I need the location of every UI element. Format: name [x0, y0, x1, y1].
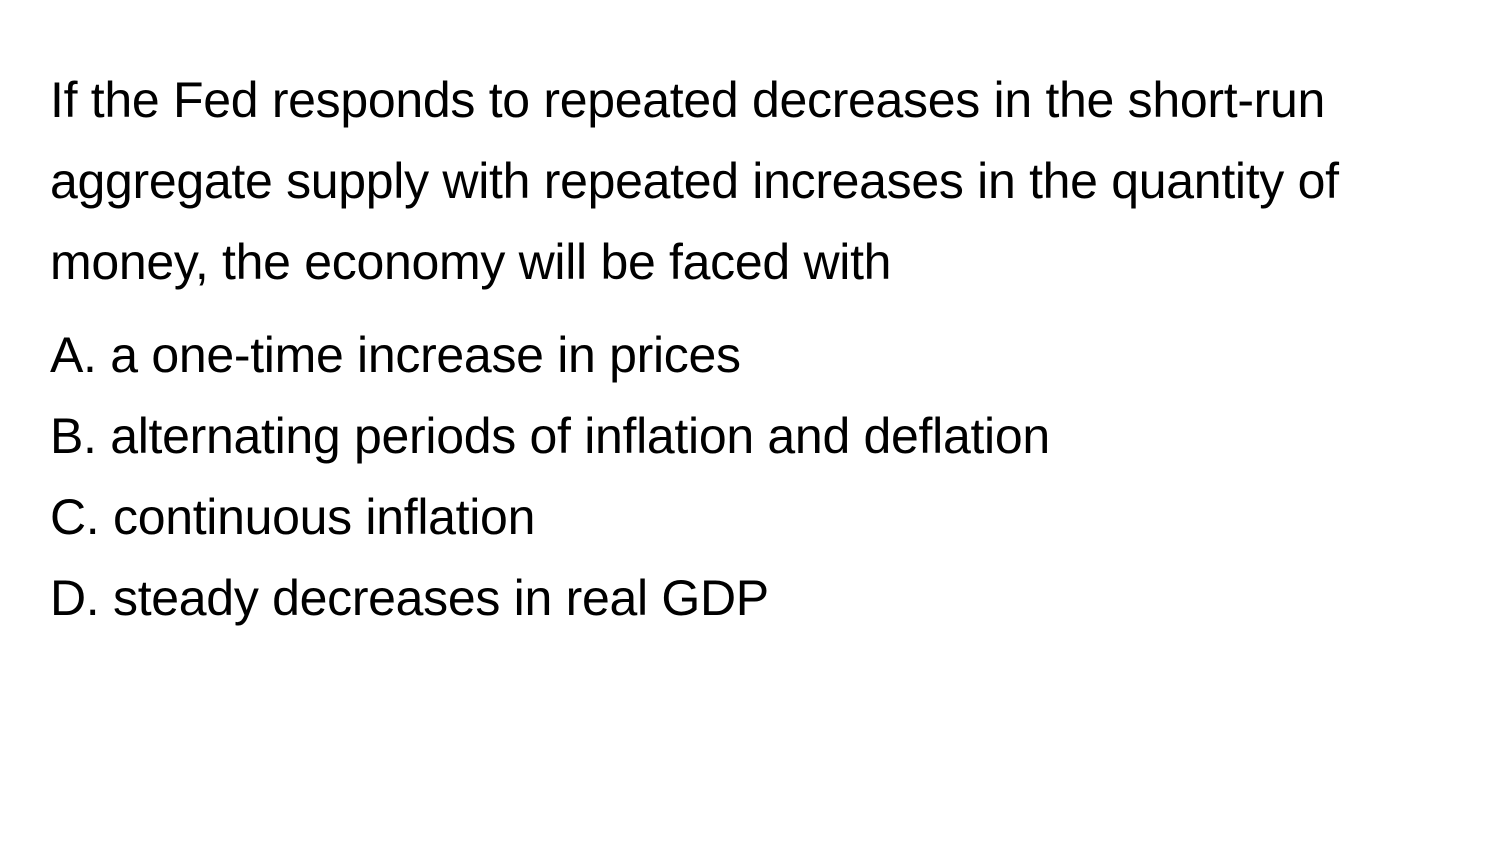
option-prefix: C. — [50, 489, 113, 545]
option-a: A. a one-time increase in prices — [50, 315, 1450, 396]
option-prefix: D. — [50, 570, 113, 626]
option-prefix: A. — [50, 327, 110, 383]
option-prefix: B. — [50, 408, 110, 464]
option-text: a one-time increase in prices — [110, 327, 741, 383]
option-b: B. alternating periods of inflation and … — [50, 396, 1450, 477]
option-text: steady decreases in real GDP — [113, 570, 769, 626]
option-c: C. continuous inflation — [50, 477, 1450, 558]
question-text: If the Fed responds to repeated decrease… — [50, 60, 1450, 303]
option-d: D. steady decreases in real GDP — [50, 558, 1450, 639]
option-text: continuous inflation — [113, 489, 535, 545]
question-container: If the Fed responds to repeated decrease… — [0, 0, 1500, 639]
option-text: alternating periods of inflation and def… — [110, 408, 1050, 464]
